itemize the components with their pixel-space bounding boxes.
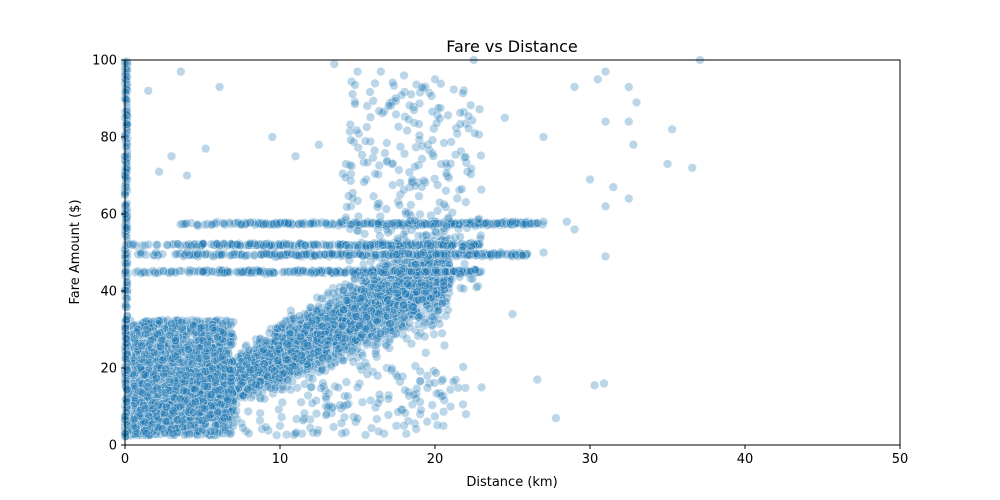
data-point <box>262 336 272 346</box>
data-point <box>420 318 430 328</box>
data-point <box>347 346 357 356</box>
chart-title: Fare vs Distance <box>446 37 578 56</box>
data-points <box>120 55 705 441</box>
data-point <box>273 356 283 366</box>
data-point <box>278 319 288 329</box>
data-point <box>371 346 381 356</box>
data-point <box>439 340 450 350</box>
data-point <box>421 348 431 358</box>
data-point <box>385 319 395 329</box>
data-point <box>312 292 322 303</box>
data-point <box>406 339 417 349</box>
data-point <box>286 306 296 316</box>
data-point <box>437 328 447 338</box>
data-point <box>420 332 430 342</box>
data-point <box>374 309 384 319</box>
data-point <box>429 329 439 339</box>
data-point <box>372 316 382 326</box>
data-point <box>294 311 304 321</box>
data-point <box>381 341 391 351</box>
data-point <box>338 356 348 366</box>
